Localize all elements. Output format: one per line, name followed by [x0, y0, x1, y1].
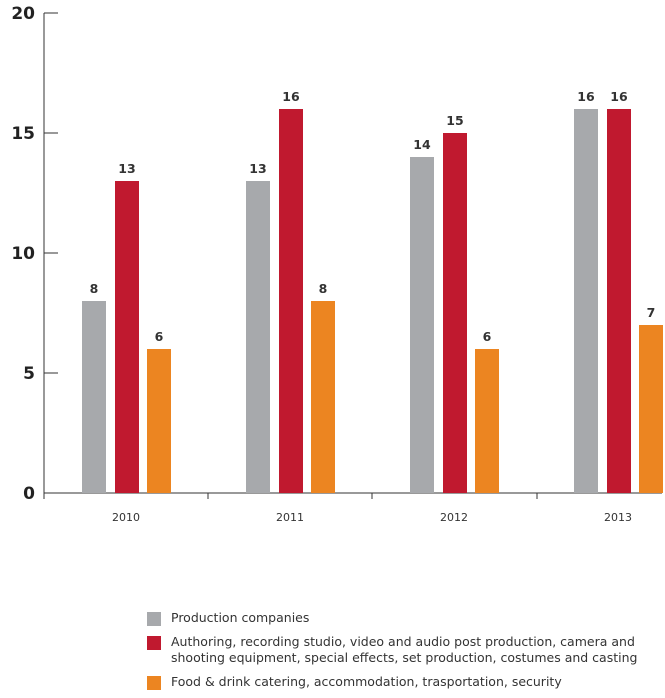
chart-legend: Production companies Authoring, recordin… [147, 610, 647, 698]
legend-label: Food & drink catering, accommodation, tr… [171, 674, 562, 689]
data-label: 6 [483, 329, 492, 344]
y-tick-label: 20 [11, 4, 35, 24]
legend-label: Production companies [171, 610, 310, 625]
data-label: 7 [647, 305, 656, 320]
bar [246, 181, 270, 493]
data-label: 13 [249, 161, 266, 176]
data-label: 13 [118, 161, 135, 176]
bar [410, 157, 434, 493]
bar [607, 109, 631, 493]
data-label: 16 [610, 89, 628, 104]
legend-item-authoring-services: Authoring, recording studio, video and a… [147, 634, 647, 666]
x-tick-label: 2013 [604, 511, 632, 524]
data-label: 14 [413, 137, 431, 152]
chart-bars [82, 109, 663, 493]
bar [279, 109, 303, 493]
data-label: 8 [90, 281, 99, 296]
data-label: 15 [446, 113, 463, 128]
y-tick-label: 15 [11, 124, 35, 144]
chart-labels: 2010 8 13 6 2011 13 16 8 2012 14 15 6 2013 16 16 7 [90, 89, 656, 524]
y-tick-label: 0 [23, 484, 35, 504]
bar [639, 325, 663, 493]
data-label: 16 [577, 89, 595, 104]
legend-item-catering-services: Food & drink catering, accommodation, tr… [147, 674, 647, 690]
legend-swatch-gray [147, 612, 161, 626]
bar [443, 133, 467, 493]
chart-axes: 0 5 10 15 20 [11, 4, 662, 504]
data-label: 8 [319, 281, 328, 296]
bar [115, 181, 139, 493]
x-tick-label: 2011 [276, 511, 304, 524]
legend-item-production-companies: Production companies [147, 610, 647, 626]
bar [311, 301, 335, 493]
bar [574, 109, 598, 493]
legend-swatch-orange [147, 676, 161, 690]
data-label: 6 [155, 329, 164, 344]
x-tick-label: 2010 [112, 511, 140, 524]
y-tick-label: 5 [23, 364, 35, 384]
y-tick-label: 10 [11, 244, 35, 264]
bar [475, 349, 499, 493]
data-label: 16 [282, 89, 300, 104]
x-tick-label: 2012 [440, 511, 468, 524]
bar [147, 349, 171, 493]
bar [82, 301, 106, 493]
legend-label: Authoring, recording studio, video and a… [171, 634, 638, 665]
bar-chart: 0 5 10 15 20 2010 8 13 6 2011 13 16 8 2012 14 15 6 2013 1… [11, 4, 663, 524]
legend-swatch-red [147, 636, 161, 650]
